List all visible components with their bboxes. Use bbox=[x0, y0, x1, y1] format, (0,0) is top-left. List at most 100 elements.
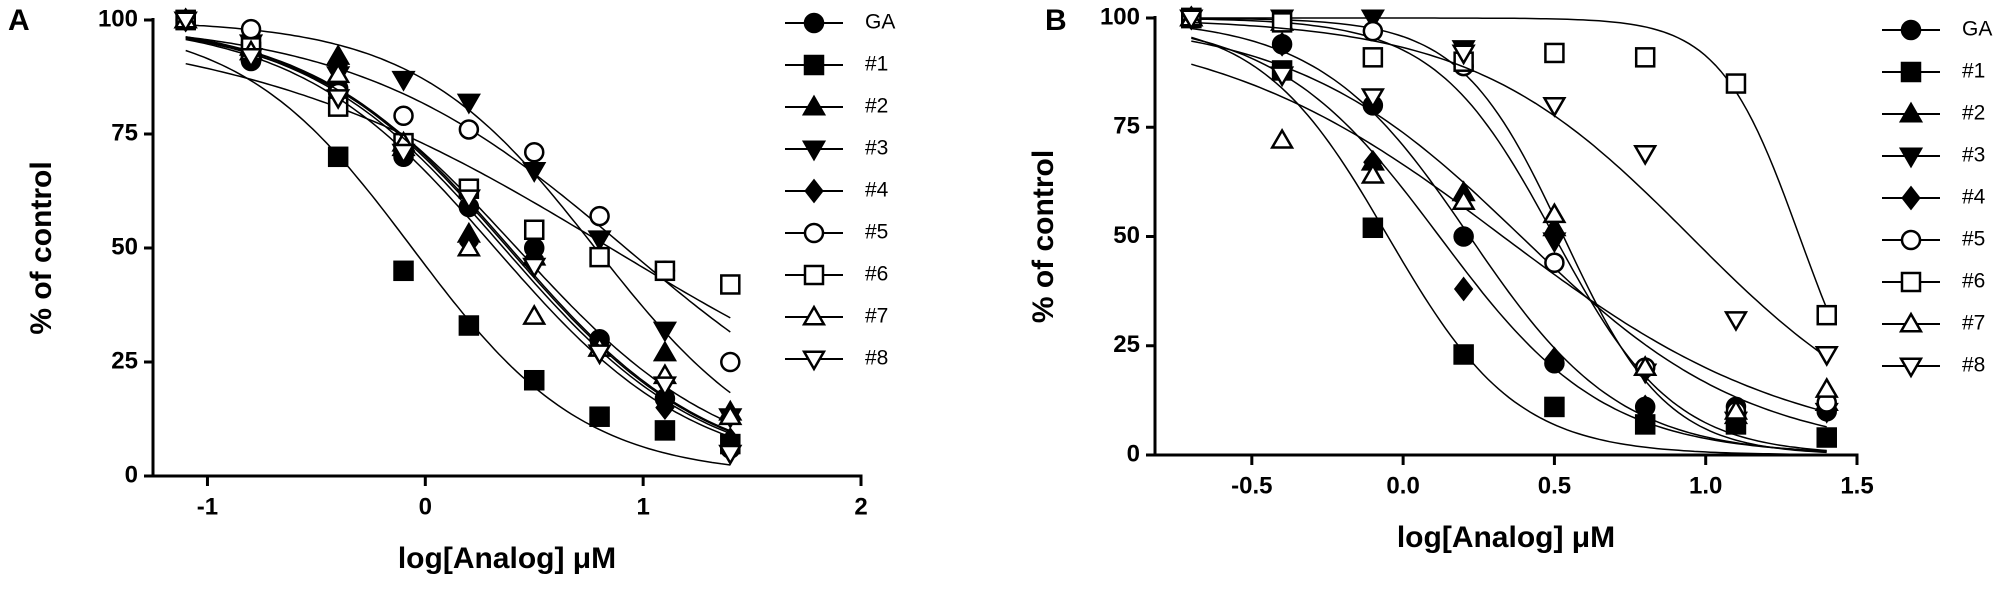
marker bbox=[458, 119, 480, 140]
fit-curve bbox=[1191, 36, 1827, 456]
marker bbox=[718, 404, 743, 426]
marker bbox=[1360, 9, 1385, 31]
y-tick-label: 25 bbox=[1113, 331, 1140, 358]
marker bbox=[1270, 66, 1295, 88]
legend-label: #6 bbox=[865, 263, 888, 286]
marker bbox=[456, 235, 481, 257]
legend-label: #4 bbox=[1962, 186, 1986, 209]
legend-marker bbox=[803, 54, 825, 76]
marker bbox=[1453, 276, 1474, 302]
marker bbox=[1360, 162, 1385, 184]
marker bbox=[1272, 31, 1292, 57]
legend-label: #1 bbox=[1962, 60, 1985, 83]
x-tick-label: 0.0 bbox=[1386, 472, 1419, 499]
marker bbox=[1360, 88, 1385, 110]
marker bbox=[523, 219, 545, 241]
legend-label: #8 bbox=[865, 347, 888, 370]
legend-label: #8 bbox=[1962, 354, 1985, 377]
legend-marker bbox=[803, 264, 825, 286]
marker bbox=[456, 93, 481, 115]
marker bbox=[1362, 47, 1384, 68]
marker bbox=[1542, 202, 1567, 224]
legend-marker bbox=[1900, 271, 1922, 293]
y-tick-label: 100 bbox=[98, 5, 138, 32]
fit-curve bbox=[1191, 27, 1827, 453]
marker bbox=[393, 260, 414, 282]
fit-curve bbox=[1191, 21, 1828, 358]
legend-label: #1 bbox=[865, 53, 888, 76]
y-tick-label: 50 bbox=[1113, 222, 1140, 249]
fit-curve bbox=[185, 24, 731, 394]
marker bbox=[1723, 398, 1749, 420]
legend-marker bbox=[1900, 229, 1922, 251]
marker bbox=[720, 351, 741, 373]
marker bbox=[1362, 20, 1384, 42]
marker bbox=[1816, 427, 1837, 448]
marker bbox=[718, 444, 743, 466]
legend-marker bbox=[801, 350, 827, 372]
marker bbox=[1814, 346, 1839, 367]
x-tick-label: 1 bbox=[636, 493, 649, 520]
marker bbox=[458, 315, 480, 336]
x-tick-label: -0.5 bbox=[1231, 472, 1272, 499]
y-tick-label: 0 bbox=[125, 461, 138, 488]
marker bbox=[391, 70, 416, 92]
legend-label: #7 bbox=[1962, 312, 1985, 335]
fit-curve bbox=[185, 37, 731, 435]
marker bbox=[1544, 252, 1565, 273]
marker bbox=[720, 274, 741, 295]
y-tick-label: 50 bbox=[111, 233, 138, 260]
fit-curve bbox=[185, 49, 731, 466]
marker bbox=[522, 162, 547, 183]
marker bbox=[1544, 42, 1565, 64]
panel-label: A bbox=[8, 4, 30, 37]
marker bbox=[1179, 9, 1204, 31]
legend-marker bbox=[1898, 357, 1924, 379]
fit-curve bbox=[1191, 17, 1827, 454]
fit-curve bbox=[185, 36, 731, 432]
marker bbox=[326, 89, 351, 110]
panel: A 0 25 50 75 100 -1 0 1 2 log[Analog] μM % of contr… bbox=[8, 4, 895, 575]
marker bbox=[1544, 346, 1565, 372]
x-tick-label: -1 bbox=[197, 493, 218, 520]
marker bbox=[1723, 311, 1749, 332]
legend-marker bbox=[1898, 147, 1924, 169]
legend-label: #2 bbox=[865, 95, 888, 118]
marker bbox=[173, 11, 198, 33]
x-axis-label: log[Analog] μM bbox=[398, 542, 616, 575]
legend-marker bbox=[1898, 311, 1924, 333]
marker bbox=[589, 246, 610, 268]
x-tick-label: 1.5 bbox=[1840, 472, 1873, 499]
marker bbox=[587, 230, 612, 252]
marker bbox=[456, 189, 481, 211]
legend-label: #2 bbox=[1962, 102, 1985, 125]
marker bbox=[240, 18, 262, 40]
marker bbox=[1725, 73, 1747, 94]
marker bbox=[1542, 232, 1567, 254]
fit-curve bbox=[185, 37, 731, 424]
marker bbox=[1633, 355, 1658, 377]
fit-curve bbox=[1191, 17, 1828, 309]
legend-marker bbox=[801, 140, 827, 162]
fit-curve bbox=[1191, 63, 1827, 413]
legend-label: #3 bbox=[865, 137, 888, 160]
legend-label: #4 bbox=[865, 179, 889, 202]
marker bbox=[1362, 217, 1384, 239]
marker bbox=[326, 62, 351, 84]
x-tick-label: 0 bbox=[419, 493, 432, 520]
marker bbox=[587, 344, 612, 366]
legend-label: GA bbox=[865, 11, 895, 34]
x-tick-label: 0.5 bbox=[1538, 472, 1571, 499]
fit-curve bbox=[1191, 37, 1827, 452]
marker bbox=[1270, 127, 1295, 149]
marker bbox=[523, 141, 545, 163]
marker bbox=[1544, 396, 1565, 418]
marker bbox=[393, 105, 414, 127]
legend-label: #5 bbox=[865, 221, 888, 244]
marker bbox=[1451, 44, 1476, 66]
legend-label: #7 bbox=[865, 305, 888, 328]
x-tick-label: 2 bbox=[854, 493, 867, 520]
marker bbox=[523, 369, 545, 391]
legend-label: #3 bbox=[1962, 144, 1985, 167]
y-axis-label: % of control bbox=[25, 161, 58, 334]
